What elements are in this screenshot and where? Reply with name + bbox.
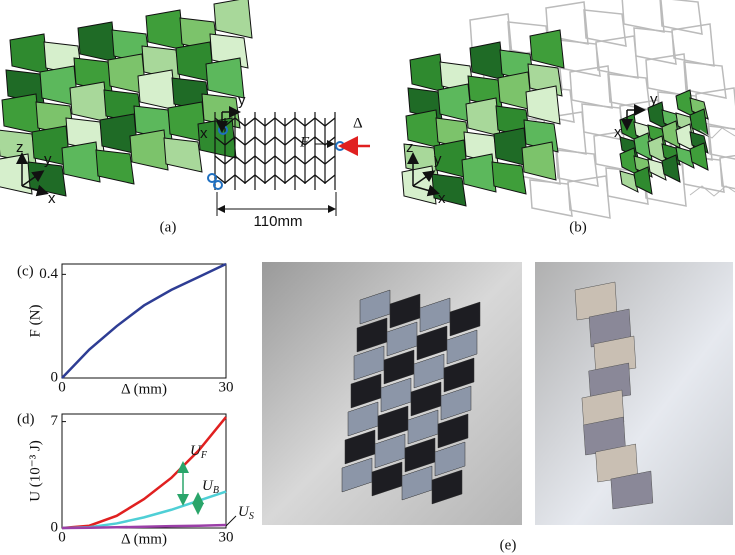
energy-label: UB xyxy=(202,478,219,496)
x-tick-label: 30 xyxy=(219,529,234,545)
displacement-label: Δ xyxy=(353,115,363,131)
x-tick-label: 0 xyxy=(58,529,66,545)
axis-label: z xyxy=(16,139,24,156)
axis-label: x xyxy=(48,190,56,207)
origami-facet xyxy=(470,42,504,80)
origami-facet xyxy=(492,162,526,194)
origami-wire xyxy=(690,186,735,196)
panel-label: (c) xyxy=(17,263,34,279)
origami-inset-b xyxy=(620,90,735,196)
origami-facet xyxy=(622,0,664,32)
energy-label: US xyxy=(238,504,254,522)
y-tick-label: 0 xyxy=(51,519,59,535)
origami-facet xyxy=(402,166,436,204)
energy-subscript: S xyxy=(249,511,254,522)
figure: z y x y x F Δ 110mm (a) z y x y x (b) (c… xyxy=(0,0,735,555)
data-line xyxy=(62,264,226,378)
axis-label: z xyxy=(406,139,414,156)
panel-label: (b) xyxy=(569,219,587,235)
axis-label: x xyxy=(200,125,208,142)
force-label: F xyxy=(299,134,310,150)
origami-facet xyxy=(70,82,108,122)
origami-facet xyxy=(530,180,572,216)
x-tick-label: 30 xyxy=(219,379,234,395)
data-line xyxy=(62,492,226,528)
dimension-label: 110mm xyxy=(254,213,303,230)
origami-facet xyxy=(672,24,714,66)
axis-label: y xyxy=(238,92,246,109)
origami-facet xyxy=(530,30,564,68)
support-marker xyxy=(336,142,344,150)
y-axis-label: U (10⁻³ J) xyxy=(27,440,43,502)
y-tick-label: 0 xyxy=(51,369,59,385)
x-axis-label: Δ (mm) xyxy=(121,381,167,397)
data-line xyxy=(62,417,226,528)
origami-facet xyxy=(146,10,184,50)
panel-label: (a) xyxy=(160,219,177,235)
origami-facet xyxy=(568,176,610,218)
origami-facet xyxy=(96,150,134,184)
origami-facet xyxy=(466,98,500,136)
plot-frame xyxy=(62,414,226,528)
axis-label: y xyxy=(650,91,658,108)
origami-facet xyxy=(130,130,168,170)
y-tick-label: 7 xyxy=(51,413,59,429)
origami-facet xyxy=(462,154,496,192)
energy-label: UF xyxy=(190,443,208,461)
plot-frame xyxy=(62,264,226,378)
axis-label: y xyxy=(44,151,52,168)
origami-render-a xyxy=(0,0,252,196)
energy-subscript: B xyxy=(213,485,219,496)
x-axis-label: Δ (mm) xyxy=(121,531,167,547)
origami-facet xyxy=(522,142,556,180)
origami-facet xyxy=(214,0,252,38)
x-tick-label: 0 xyxy=(58,379,66,395)
origami-facet xyxy=(10,34,48,74)
origami-facet xyxy=(596,36,638,78)
leader-line xyxy=(226,516,236,526)
axis-label: x xyxy=(438,190,446,207)
origami-facet xyxy=(2,94,40,134)
panel-label: (d) xyxy=(17,411,35,427)
origami-facet xyxy=(164,138,202,172)
origami-facet xyxy=(410,54,444,92)
energy-subscript: F xyxy=(200,450,208,461)
origami-facet xyxy=(62,142,100,182)
y-tick-label: 0.4 xyxy=(39,266,58,282)
panel-label: (e) xyxy=(500,537,517,553)
origami-facet xyxy=(78,22,116,62)
charts: 0 0.4 0 30 Δ (mm) F (N) 0 7 0 30 Δ (mm) U (10⁻³ J) U… xyxy=(27,264,253,547)
origami-facet xyxy=(138,70,176,110)
axis-label: y xyxy=(434,151,442,168)
axis-label: x xyxy=(614,124,622,141)
y-axis-label: F (N) xyxy=(27,305,43,338)
